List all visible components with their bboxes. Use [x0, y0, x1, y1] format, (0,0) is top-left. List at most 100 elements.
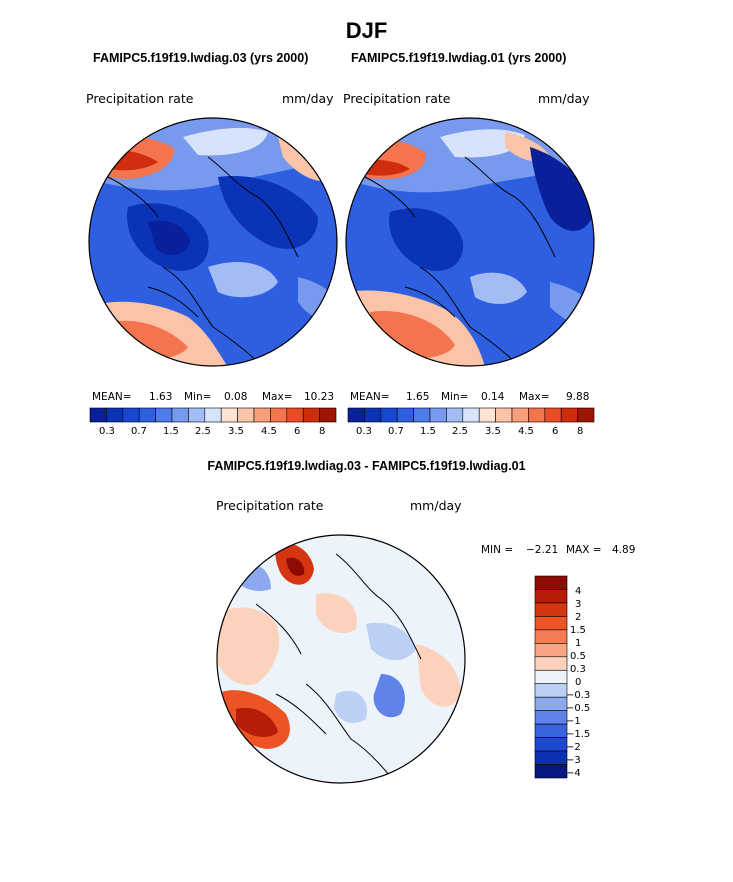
colorbar-swatch: [446, 407, 464, 423]
diff-map-region-south-pale: [334, 690, 367, 724]
diff-colorbar-tick: −3: [566, 755, 581, 766]
diff-map-region-east-blue: [366, 622, 416, 661]
right-colorbar-tick: 8: [577, 426, 584, 437]
right-colorbar-tick: 0.3: [356, 426, 372, 437]
right-colorbar-tick: 4.5: [518, 426, 534, 437]
main-title: DJF: [345, 18, 388, 43]
right-map-region-east-dark: [530, 147, 594, 231]
diff-map-region-north-darkred: [286, 557, 305, 576]
colorbar-swatch: [534, 589, 568, 604]
diff-colorbar-tick: −1: [566, 716, 581, 727]
colorbar-swatch: [534, 669, 568, 685]
diff-colorbar-tick: 3: [575, 599, 582, 610]
colorbar-swatch: [220, 407, 238, 423]
colorbar-swatch: [534, 602, 568, 617]
left-colorbar-tick: 3.5: [228, 426, 244, 437]
diff-map-region-west-pink: [217, 607, 280, 685]
right-case-title: FAMIPC5.f19f19.lwdiag.01 (yrs 2000): [351, 51, 567, 65]
diff-map-region-center-pink: [316, 593, 357, 634]
diff-colorbar-tick: −0.3: [566, 690, 591, 701]
colorbar-swatch: [188, 407, 206, 423]
left-map-region-south-pale: [208, 262, 278, 298]
right-min-label: Min=: [441, 391, 469, 403]
left-colorbar-tick: 1.5: [163, 426, 179, 437]
right-min-value: 0.14: [481, 391, 505, 403]
colorbar-swatch: [89, 407, 107, 423]
colorbar-swatch: [534, 737, 568, 752]
colorbar-swatch: [544, 407, 562, 423]
diff-colorbar-tick: 4: [575, 586, 582, 597]
right-max-value: 9.88: [566, 391, 590, 403]
colorbar-swatch: [534, 683, 568, 698]
right-mean-label: MEAN=: [350, 391, 390, 403]
diff-colorbar-tick: 0: [575, 677, 582, 688]
diff-colorbar-tick: 0.5: [570, 651, 586, 662]
right-mean-value: 1.65: [406, 391, 430, 403]
left-colorbar-tick: 0.7: [131, 426, 147, 437]
colorbar-swatch: [286, 407, 304, 423]
right-units-label: mm/day: [538, 91, 590, 106]
right-colorbar-tick: 3.5: [485, 426, 501, 437]
right-map-region-north-pale: [440, 129, 525, 158]
colorbar-swatch: [319, 407, 337, 423]
left-colorbar-tick: 2.5: [195, 426, 211, 437]
diff-variable-label: Precipitation rate: [216, 498, 324, 513]
diff-map-region-se-pink: [416, 644, 461, 707]
colorbar-swatch: [528, 407, 546, 423]
diff-colorbar-tick: 0.3: [570, 664, 586, 675]
colorbar-swatch: [534, 723, 568, 738]
colorbar-swatch: [534, 616, 568, 631]
colorbar-swatch: [560, 407, 578, 423]
left-case-title: FAMIPC5.f19f19.lwdiag.03 (yrs 2000): [93, 51, 309, 65]
left-mean-value: 1.63: [149, 391, 173, 403]
diff-units-label: mm/day: [410, 498, 462, 513]
left-mean-label: MEAN=: [92, 391, 132, 403]
diff-colorbar-tick: −2: [566, 742, 581, 753]
colorbar-swatch: [413, 407, 431, 423]
diff-map-region-sw-darkred: [236, 707, 278, 738]
diff-colorbar-tick: −0.5: [566, 703, 591, 714]
colorbar-swatch: [253, 407, 271, 423]
colorbar-swatch: [478, 407, 496, 423]
left-colorbar-tick: 4.5: [261, 426, 277, 437]
right-map-region-center-dark: [389, 208, 464, 271]
colorbar-swatch: [511, 407, 529, 423]
right-colorbar-tick: 1.5: [420, 426, 436, 437]
right-colorbar: [347, 407, 595, 423]
left-colorbar: [89, 407, 337, 423]
diff-map-coastlines: [255, 553, 422, 783]
left-map-region-center-darkest: [148, 220, 190, 256]
left-variable-label: Precipitation rate: [86, 91, 194, 106]
colorbar-swatch: [106, 407, 124, 423]
diff-max-value: 4.89: [612, 544, 636, 556]
diff-colorbar-tick: 1.5: [570, 625, 586, 636]
colorbar-swatch: [495, 407, 513, 423]
right-map-region-south-pale: [470, 272, 527, 304]
diff-map-border: [216, 534, 466, 784]
colorbar-swatch: [534, 710, 568, 725]
diff-colorbar: [534, 575, 568, 779]
diff-colorbar-tick: 1: [575, 638, 582, 649]
colorbar-swatch: [302, 407, 320, 423]
colorbar-swatch: [380, 407, 398, 423]
diff-max-label: MAX =: [566, 544, 602, 556]
colorbar-swatch: [122, 407, 140, 423]
right-colorbar-tick: 2.5: [452, 426, 468, 437]
left-units-label: mm/day: [282, 91, 334, 106]
colorbar-swatch: [577, 407, 595, 423]
colorbar-swatch: [138, 407, 156, 423]
right-polar-map: [345, 117, 595, 367]
right-map-border: [345, 117, 595, 367]
colorbar-swatch: [534, 656, 568, 671]
colorbar-swatch: [396, 407, 414, 423]
colorbar-swatch: [364, 407, 382, 423]
colorbar-swatch: [204, 407, 222, 423]
colorbar-swatch: [534, 750, 568, 765]
colorbar-swatch: [534, 629, 568, 644]
left-colorbar-tick: 6: [294, 426, 301, 437]
diff-colorbar-tick: 2: [575, 612, 582, 623]
colorbar-swatch: [534, 643, 568, 658]
left-polar-map: [88, 117, 338, 367]
right-colorbar-tick: 0.7: [388, 426, 404, 437]
colorbar-swatch: [462, 407, 480, 423]
